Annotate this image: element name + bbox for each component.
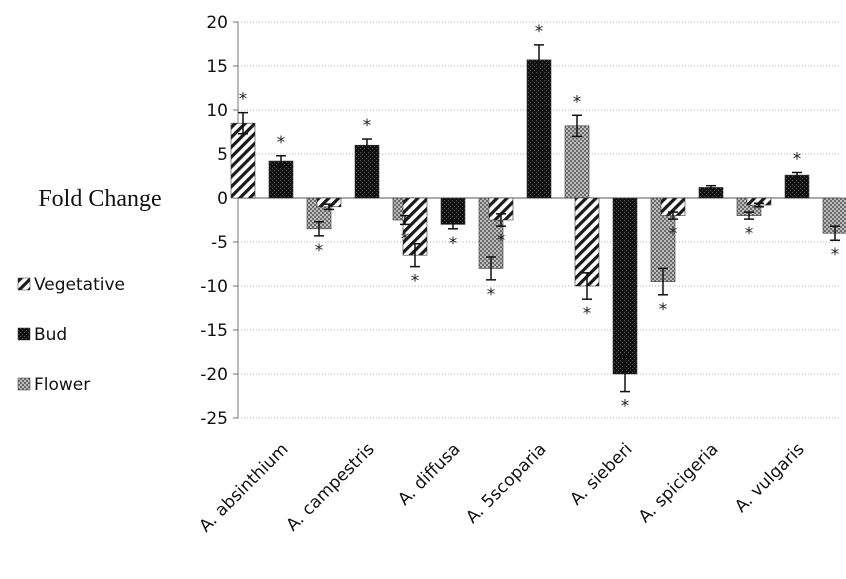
bar-series	[230, 59, 846, 375]
legend-label-vegetative: Vegetative	[34, 275, 125, 295]
significance-star: *	[793, 149, 802, 169]
legend-label-bud: Bud	[34, 325, 67, 345]
bar-bud	[526, 59, 552, 199]
significance-star: *	[669, 224, 678, 244]
y-axis: 20 15 10 5 0 -5 -10 -15 -20 -25	[200, 13, 239, 429]
significance-star: *	[497, 231, 506, 251]
y-tick-label: 10	[206, 101, 228, 121]
x-category-label: A. absinthium	[196, 439, 293, 536]
significance-star: *	[449, 234, 458, 254]
significance-star: *	[239, 90, 248, 110]
y-tick-label: 20	[206, 13, 228, 33]
y-tick-label: 5	[217, 145, 228, 165]
legend: Vegetative Bud Flower	[17, 275, 125, 395]
bar-bud	[612, 197, 638, 375]
y-tick-label: 0	[217, 189, 228, 209]
significance-star: *	[659, 300, 668, 320]
x-category-label: A. 5scoparia	[462, 439, 550, 527]
legend-label-flower: Flower	[34, 375, 90, 395]
legend-swatch-vegetative	[17, 277, 31, 291]
bar-bud	[354, 144, 380, 199]
significance-star: *	[487, 285, 496, 305]
significance-markers: * * * * * * * * * * * * * * * * * *	[239, 22, 840, 417]
y-tick-label: -25	[200, 409, 228, 429]
error-bars	[238, 44, 840, 393]
significance-star: *	[583, 304, 592, 324]
significance-star: *	[621, 397, 630, 417]
significance-star: *	[831, 245, 840, 265]
x-category-label: A. spicigeria	[635, 439, 723, 527]
x-category-label: A. campestris	[283, 439, 379, 535]
y-tick-label: -20	[200, 365, 228, 385]
y-tick-label: -15	[200, 321, 228, 341]
y-axis-label: Fold Change	[38, 186, 161, 212]
legend-swatch-bud	[17, 327, 31, 341]
bar-bud	[784, 174, 810, 199]
legend-swatch-flower	[17, 377, 31, 391]
x-category-label: A. sieberi	[566, 439, 636, 509]
x-category-label: A. diffusa	[394, 439, 464, 509]
y-tick-label: -5	[211, 233, 228, 253]
x-category-label: A. vulgaris	[731, 439, 809, 517]
significance-star: *	[535, 22, 544, 42]
significance-star: *	[315, 241, 324, 261]
significance-star: *	[363, 116, 372, 136]
significance-star: *	[573, 92, 582, 112]
significance-star: *	[401, 229, 410, 249]
significance-star: *	[277, 133, 286, 153]
y-tick-label: 15	[206, 57, 228, 77]
bar-flower	[564, 125, 590, 199]
y-tick-label: -10	[200, 277, 228, 297]
significance-star: *	[411, 272, 420, 292]
significance-star: *	[745, 224, 754, 244]
